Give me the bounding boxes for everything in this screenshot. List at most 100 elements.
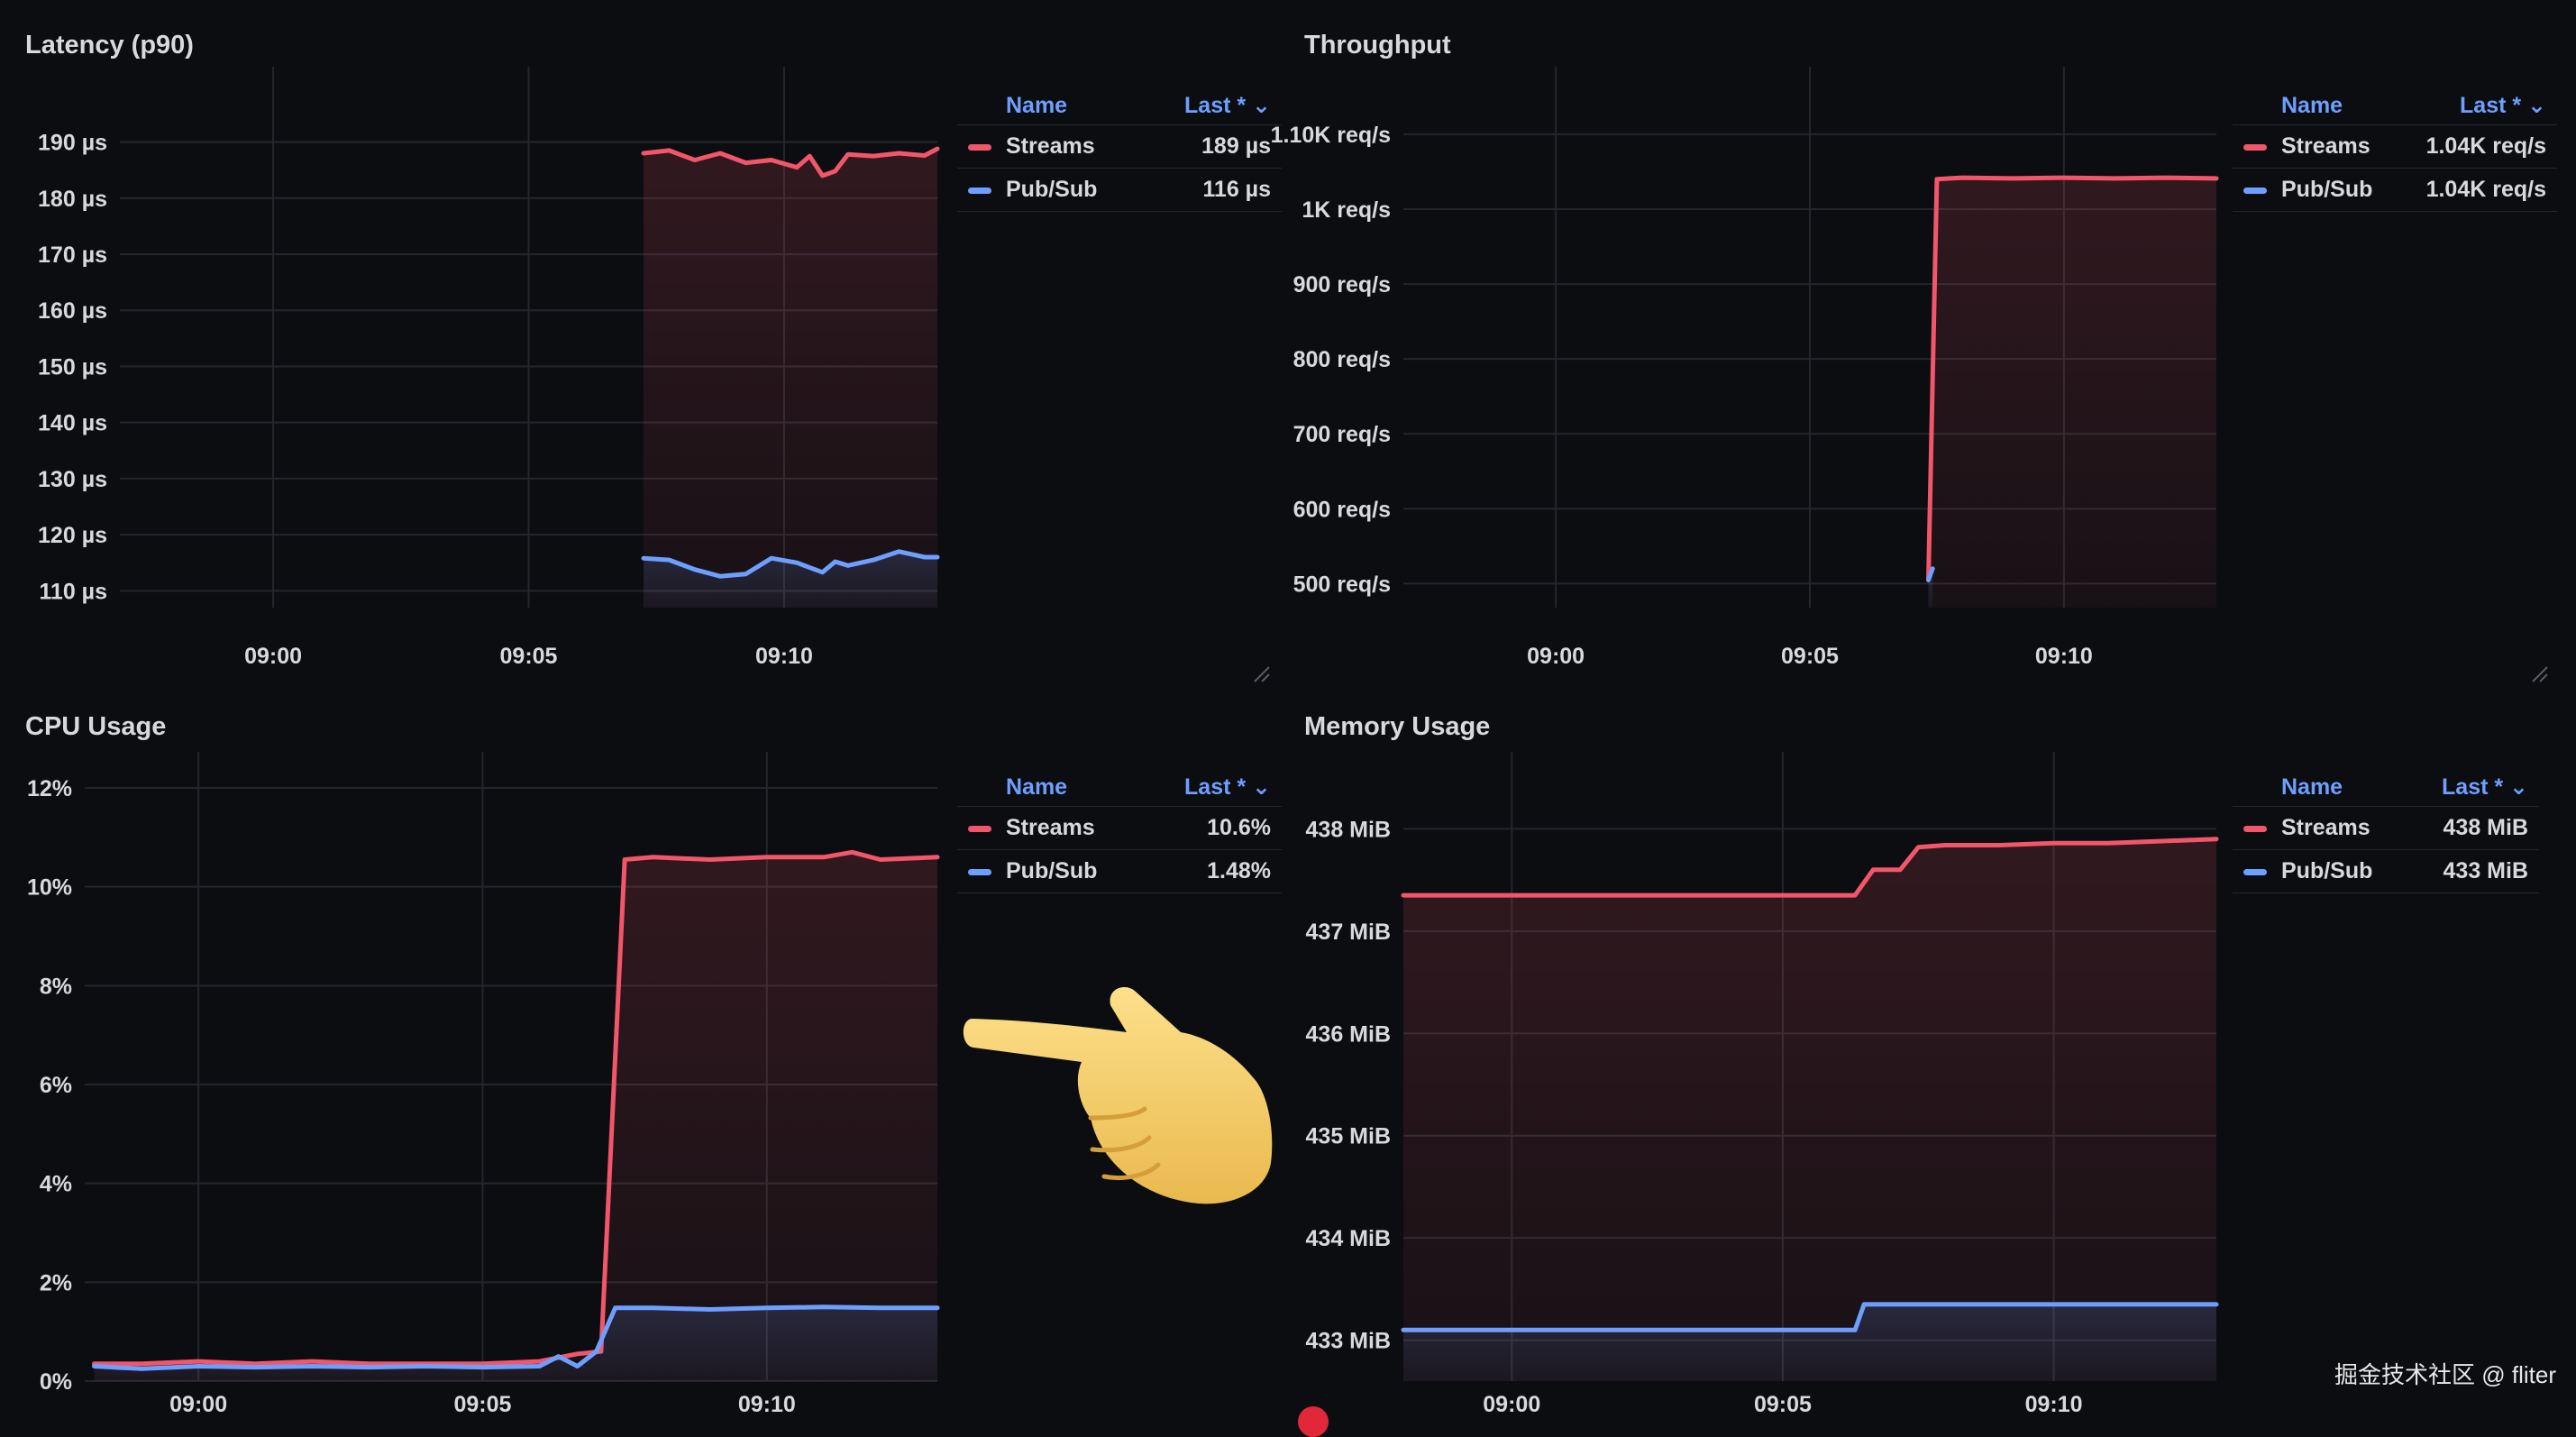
y-tick-label: 140 µs bbox=[38, 411, 107, 436]
legend-row[interactable]: Streams 10.6% bbox=[957, 806, 1282, 850]
y-tick-label: 434 MiB bbox=[1306, 1226, 1391, 1251]
legend-series-name: Pub/Sub bbox=[957, 849, 1146, 893]
series-line-streams bbox=[92, 849, 940, 1367]
legend-last-header[interactable]: Last * ⌄ bbox=[1146, 773, 1282, 807]
legend-last-value: 1.04K req/s bbox=[2399, 124, 2557, 169]
y-tick-label: 6% bbox=[40, 1073, 72, 1098]
resize-handle-icon[interactable] bbox=[1251, 664, 1271, 683]
legend-row[interactable]: Streams 189 µs bbox=[957, 124, 1282, 169]
x-tick-label: 09:00 bbox=[1527, 644, 1585, 669]
latency-legend: Name Last * ⌄ Streams 189 µs Pub/Sub 116 µs bbox=[957, 92, 1282, 212]
x-tick-label: 09:05 bbox=[1781, 644, 1839, 669]
y-tick-label: 190 µs bbox=[38, 131, 107, 156]
legend-row[interactable]: Streams 1.04K req/s bbox=[2233, 124, 2557, 169]
y-tick-label: 170 µs bbox=[38, 243, 107, 268]
y-tick-label: 436 MiB bbox=[1306, 1021, 1391, 1047]
legend-series-name: Pub/Sub bbox=[2233, 168, 2400, 212]
throughput-panel: Throughput 500 req/s 600 req/s 700 req/s 80… bbox=[1271, 31, 2557, 687]
legend-swatch bbox=[2243, 187, 2267, 194]
series-area-streams bbox=[644, 149, 937, 608]
legend-row[interactable]: Pub/Sub 1.48% bbox=[957, 849, 1282, 893]
legend-swatch bbox=[2243, 868, 2267, 875]
panel-title: Latency (p90) bbox=[25, 31, 194, 59]
legend-swatch bbox=[2243, 143, 2267, 151]
y-tick-label: 110 µs bbox=[39, 579, 107, 604]
legend-series-label: Pub/Sub bbox=[1006, 858, 1098, 883]
x-tick-label: 09:00 bbox=[169, 1392, 227, 1417]
legend-series-label: Pub/Sub bbox=[2281, 858, 2373, 883]
x-tick-label: 09:00 bbox=[1483, 1392, 1540, 1417]
x-tick-label: 09:00 bbox=[244, 644, 302, 669]
legend-series-name: Pub/Sub bbox=[2233, 849, 2412, 893]
latency-chart: 110 µs 120 µs 130 µs 140 µs 150 µs 160 µs 170 … bbox=[38, 67, 940, 669]
legend-name-header[interactable]: Name bbox=[2233, 773, 2412, 807]
y-tick-label: 500 req/s bbox=[1293, 572, 1391, 597]
series-line-pubsub bbox=[1401, 1302, 2219, 1332]
legend-name-header[interactable]: Name bbox=[957, 773, 1146, 807]
throughput-chart: 500 req/s 600 req/s 700 req/s 800 req/s 900 … bbox=[1271, 67, 2219, 669]
y-tick-label: 700 req/s bbox=[1293, 422, 1391, 447]
series-area-streams bbox=[94, 852, 937, 1381]
legend-header-row: Name Last * ⌄ bbox=[2233, 92, 2557, 125]
legend-last-value: 438 MiB bbox=[2411, 806, 2539, 850]
legend-series-label: Pub/Sub bbox=[1006, 177, 1098, 202]
legend-series-label: Pub/Sub bbox=[2281, 177, 2373, 202]
panel-title: Throughput bbox=[1304, 31, 1451, 59]
y-tick-label: 150 µs bbox=[38, 354, 107, 380]
series-area-pubsub bbox=[1403, 1304, 2216, 1381]
legend-header-row: Name Last * ⌄ bbox=[2233, 773, 2539, 807]
series-area-streams bbox=[1403, 838, 2216, 1381]
legend-last-value: 10.6% bbox=[1146, 806, 1282, 850]
watermark: 掘金技术社区 @ fliter bbox=[2334, 1361, 2556, 1388]
legend-series-name: Streams bbox=[957, 806, 1146, 850]
recording-indicator bbox=[1298, 1406, 1329, 1437]
series-line-pubsub bbox=[92, 1304, 940, 1371]
resize-handle-icon[interactable] bbox=[2529, 664, 2549, 683]
y-tick-label: 130 µs bbox=[38, 467, 107, 492]
legend-last-value: 1.04K req/s bbox=[2399, 168, 2557, 212]
legend-last-header[interactable]: Last * ⌄ bbox=[2399, 92, 2557, 125]
legend-swatch bbox=[968, 187, 991, 194]
legend-last-value: 433 MiB bbox=[2411, 849, 2539, 893]
legend-swatch bbox=[968, 143, 991, 151]
cpu-panel: CPU Usage 0% 2% 4% 6% 8% 10% 12% 09:00 09:05 09:1… bbox=[25, 712, 1282, 1417]
x-tick-label: 09:10 bbox=[2035, 644, 2093, 669]
legend-row[interactable]: Pub/Sub 1.04K req/s bbox=[2233, 168, 2557, 212]
legend-series-name: Streams bbox=[957, 124, 1146, 169]
panel-title: Memory Usage bbox=[1304, 712, 1491, 741]
y-tick-label: 10% bbox=[27, 875, 72, 901]
y-tick-label: 2% bbox=[40, 1270, 72, 1295]
x-tick-label: 09:10 bbox=[755, 644, 813, 669]
legend-last-value: 116 µs bbox=[1146, 168, 1282, 212]
legend-swatch bbox=[968, 825, 991, 832]
legend-name-header[interactable]: Name bbox=[957, 92, 1146, 125]
y-tick-label: 120 µs bbox=[38, 523, 107, 548]
legend-row[interactable]: Streams 438 MiB bbox=[2233, 806, 2539, 850]
legend-name-header[interactable]: Name bbox=[2233, 92, 2400, 125]
series-line-streams bbox=[1926, 175, 2219, 582]
legend-last-header[interactable]: Last * ⌄ bbox=[2411, 773, 2539, 807]
legend-header-row: Name Last * ⌄ bbox=[957, 773, 1282, 807]
legend-last-header[interactable]: Last * ⌄ bbox=[1146, 92, 1282, 125]
x-tick-label: 09:05 bbox=[500, 644, 558, 669]
y-tick-label: 1.10K req/s bbox=[1271, 123, 1391, 148]
series-line-pubsub bbox=[1926, 566, 1935, 582]
y-tick-label: 800 req/s bbox=[1293, 347, 1391, 372]
memory-legend: Name Last * ⌄ Streams 438 MiB Pub/Sub 433 MiB bbox=[2233, 773, 2539, 893]
legend-swatch bbox=[2243, 825, 2267, 832]
series-line-pubsub bbox=[641, 549, 940, 579]
legend-row[interactable]: Pub/Sub 116 µs bbox=[957, 168, 1282, 212]
y-tick-label: 433 MiB bbox=[1306, 1329, 1391, 1354]
y-tick-label: 600 req/s bbox=[1293, 497, 1391, 522]
y-tick-label: 1K req/s bbox=[1302, 197, 1391, 223]
y-tick-label: 12% bbox=[27, 776, 72, 801]
legend-series-name: Pub/Sub bbox=[957, 168, 1146, 212]
series-area-streams bbox=[1928, 178, 2216, 608]
x-tick-label: 09:10 bbox=[738, 1392, 796, 1417]
legend-row[interactable]: Pub/Sub 433 MiB bbox=[2233, 849, 2539, 893]
legend-series-name: Streams bbox=[2233, 806, 2412, 850]
series-line-streams bbox=[1401, 837, 2219, 898]
y-tick-label: 8% bbox=[40, 974, 72, 999]
legend-series-name: Streams bbox=[2233, 124, 2400, 169]
y-tick-label: 900 req/s bbox=[1293, 272, 1391, 297]
